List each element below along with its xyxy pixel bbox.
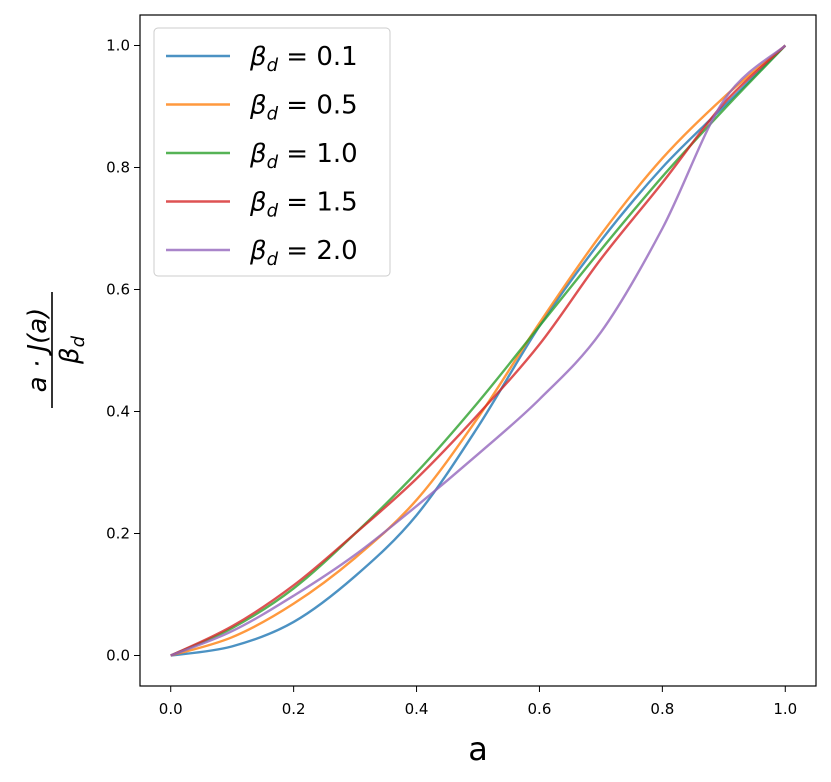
series-line-5 [170, 44, 787, 657]
y-tick-label: 0.2 [106, 525, 130, 543]
series-line-1 [170, 44, 787, 657]
legend-label-1: βd = 0.1 [249, 42, 358, 76]
series-line-3 [170, 44, 787, 657]
y-tick-label: 1.0 [106, 37, 130, 55]
y-axis-label: a · J(a) βd [23, 292, 89, 408]
legend-box [153, 27, 391, 277]
series-layer [170, 44, 787, 657]
x-tick-label: 0.0 [159, 700, 183, 718]
x-axis-label: a [468, 730, 488, 768]
x-tick-label: 0.8 [650, 700, 674, 718]
svg-text:a · J(a): a · J(a) [23, 308, 53, 393]
x-tick-label: 0.2 [282, 700, 306, 718]
y-tick-label: 0.6 [106, 281, 130, 299]
x-tick-label: 1.0 [773, 700, 797, 718]
ticks-layer: 0.0 0.2 0.4 0.6 0.8 1.0 0.0 0.2 0.4 0.6 0.8 1.0 [106, 37, 797, 719]
legend-label-5: βd = 2.0 [249, 236, 358, 270]
y-tick-label: 0.0 [106, 647, 130, 665]
x-tick-label: 0.6 [528, 700, 552, 718]
legend-label-4: βd = 1.5 [249, 188, 358, 222]
svg-text:βd: βd [55, 335, 89, 365]
legend: βd = 0.1 βd = 0.5 βd = 1.0 βd = 1.5 βd = 2.0 [153, 27, 391, 277]
x-tick-label: 0.4 [405, 700, 429, 718]
y-tick-label: 0.4 [106, 403, 130, 421]
plot-frame [139, 14, 817, 687]
legend-label-3: βd = 1.0 [249, 139, 358, 173]
y-tick-label: 0.8 [106, 159, 130, 177]
series-line-4 [170, 44, 787, 657]
series-line-2 [170, 44, 787, 657]
legend-label-2: βd = 0.5 [249, 91, 358, 125]
